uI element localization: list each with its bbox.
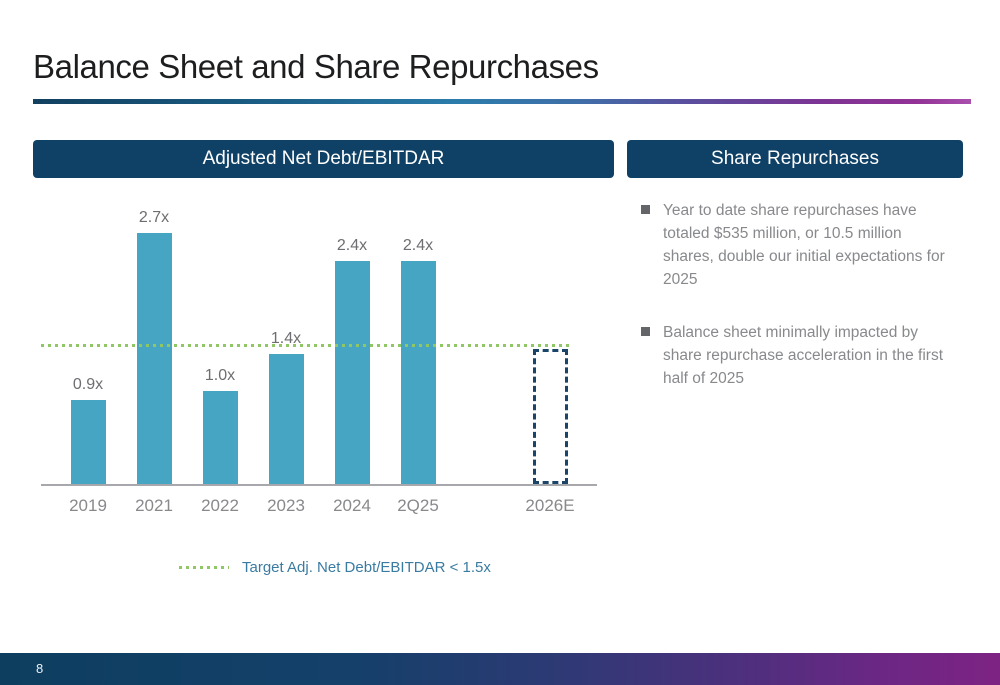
target-line-swatch-icon	[179, 566, 229, 569]
legend-label: Target Adj. Net Debt/EBITDAR < 1.5x	[242, 559, 491, 576]
bullet-item: Year to date share repurchases have tota…	[641, 199, 953, 291]
x-axis-label: 2021	[135, 496, 173, 515]
x-axis-label: 2023	[267, 496, 305, 515]
x-axis-label: 2024	[333, 496, 371, 515]
bar	[400, 261, 436, 484]
bar	[136, 233, 172, 484]
bar	[334, 261, 370, 484]
chart-panel-header: Adjusted Net Debt/EBITDAR	[33, 140, 614, 178]
projected-bar	[532, 349, 568, 484]
bar-value-label: 2.4x	[402, 237, 434, 254]
text-panel-header: Share Repurchases	[627, 140, 963, 178]
footer-bar: 8	[0, 653, 1000, 685]
bullet-list: Year to date share repurchases have tota…	[641, 199, 953, 390]
x-axis-label: 2019	[69, 496, 107, 515]
x-axis-line	[41, 484, 597, 486]
x-axis-label: 2Q25	[397, 496, 439, 515]
bullet-square-icon	[641, 205, 650, 214]
bar-value-label: 2.4x	[336, 237, 368, 254]
text-panel-title: Share Repurchases	[711, 148, 879, 169]
bar	[70, 400, 106, 484]
bar-chart: Target Adj. Net Debt/EBITDAR < 1.5x 0.9x…	[33, 185, 614, 605]
page-number: 8	[36, 661, 44, 676]
x-axis-label: 2022	[201, 496, 239, 515]
bar-value-label: 1.0x	[204, 367, 236, 384]
bar	[268, 354, 304, 484]
bullet-item: Balance sheet minimally impacted by shar…	[641, 321, 953, 390]
target-line	[41, 344, 570, 347]
bar-value-label: 2.7x	[138, 209, 170, 226]
bullet-square-icon	[641, 327, 650, 336]
chart-legend: Target Adj. Net Debt/EBITDAR < 1.5x	[179, 559, 491, 576]
bar	[202, 391, 238, 484]
page-title: Balance Sheet and Share Repurchases	[33, 48, 599, 85]
bullet-text: Year to date share repurchases have tota…	[663, 202, 945, 288]
chart-panel-title: Adjusted Net Debt/EBITDAR	[202, 148, 445, 169]
bar-value-label: 1.4x	[270, 330, 302, 347]
bar-value-label: 0.9x	[72, 376, 104, 393]
title-divider	[33, 99, 971, 104]
x-axis-label: 2026E	[525, 496, 575, 515]
bullet-text: Balance sheet minimally impacted by shar…	[663, 324, 944, 387]
